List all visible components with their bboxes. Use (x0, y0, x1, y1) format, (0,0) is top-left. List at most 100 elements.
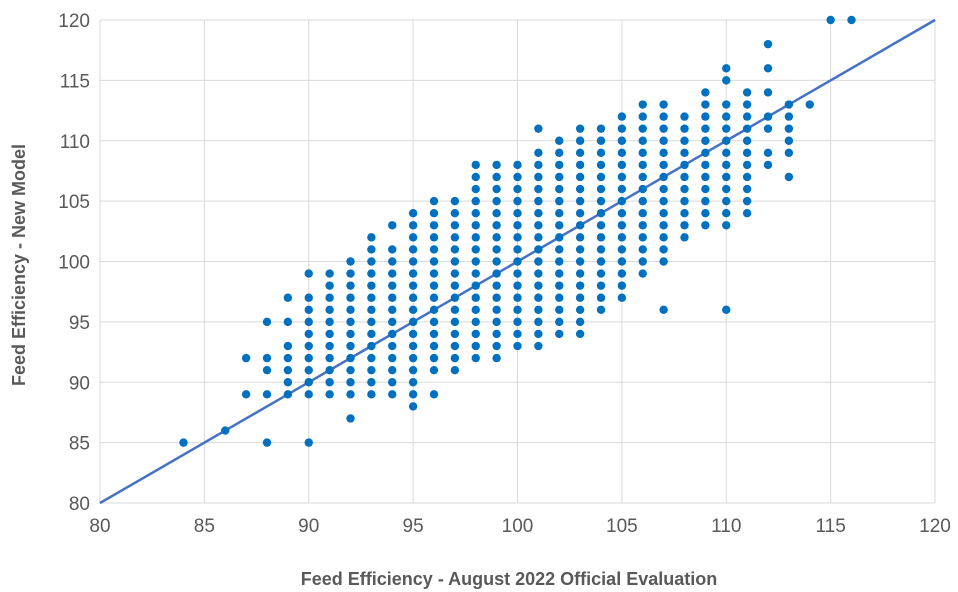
data-point (534, 209, 543, 218)
x-axis-ticks: 80 85 90 95 100 105 110 115 120 (89, 516, 950, 537)
data-point (429, 245, 439, 254)
data-point (450, 365, 460, 375)
data-point (262, 438, 272, 447)
data-point (596, 209, 606, 218)
data-point (304, 353, 313, 363)
data-point (346, 269, 355, 278)
data-point (492, 160, 501, 170)
data-point (555, 257, 564, 266)
data-point (388, 341, 397, 351)
data-point (429, 293, 439, 302)
data-point (304, 341, 313, 351)
data-point (325, 305, 334, 314)
data-point (388, 281, 397, 290)
data-point (262, 353, 272, 363)
data-point (471, 269, 480, 278)
data-point (408, 365, 418, 375)
data-point (555, 305, 564, 314)
data-point (847, 15, 856, 25)
data-point (450, 209, 460, 218)
data-point (555, 196, 564, 206)
data-point (763, 39, 773, 49)
data-point (471, 245, 480, 254)
data-point (534, 148, 543, 158)
data-point (429, 269, 439, 278)
data-point (680, 209, 689, 218)
data-point (367, 390, 376, 399)
data-point (659, 245, 668, 254)
data-point (492, 317, 501, 327)
data-point (826, 15, 835, 25)
data-point (617, 269, 627, 278)
data-point (575, 233, 585, 242)
data-point (701, 88, 710, 97)
data-point (450, 353, 460, 363)
data-point (742, 172, 752, 182)
data-point (575, 317, 585, 327)
data-point (534, 269, 543, 278)
data-point (471, 233, 480, 242)
data-point (680, 112, 689, 121)
data-point (283, 341, 293, 351)
data-point (241, 353, 251, 363)
data-point (617, 257, 627, 266)
data-point (638, 124, 647, 133)
data-point (450, 269, 460, 278)
data-point (513, 160, 522, 170)
data-point (722, 64, 731, 73)
data-point (659, 196, 668, 206)
y-tick-label: 100 (58, 253, 90, 274)
data-point (659, 221, 668, 230)
x-tick-label: 120 (919, 516, 951, 537)
x-axis-title: Feed Efficiency - August 2022 Official E… (301, 569, 717, 589)
data-point (367, 353, 376, 363)
data-point (596, 245, 606, 254)
data-point (555, 281, 564, 290)
data-point (617, 293, 627, 302)
data-point (492, 221, 501, 230)
data-point (596, 305, 606, 314)
data-point (680, 233, 689, 242)
data-point (596, 124, 606, 133)
data-point (617, 209, 627, 218)
data-point (617, 184, 627, 194)
data-point (325, 329, 334, 339)
data-point (367, 293, 376, 302)
data-point (617, 172, 627, 182)
data-point (575, 281, 585, 290)
data-point (304, 329, 313, 339)
data-point (513, 196, 522, 206)
data-point (513, 281, 522, 290)
data-point (742, 196, 752, 206)
data-point (575, 257, 585, 266)
data-point (408, 209, 418, 218)
data-point (325, 365, 334, 375)
data-point (555, 184, 564, 194)
y-tick-label: 105 (58, 192, 90, 213)
data-point (784, 112, 794, 121)
data-point (388, 317, 397, 327)
data-point (722, 148, 731, 158)
data-point (492, 196, 501, 206)
data-point (471, 281, 480, 290)
data-point (408, 353, 418, 363)
data-point (283, 365, 293, 375)
data-point (492, 269, 501, 278)
data-point (575, 124, 585, 133)
data-point (742, 148, 752, 158)
data-point (492, 353, 501, 363)
data-point (575, 329, 585, 339)
data-point (534, 293, 543, 302)
data-point (429, 196, 439, 206)
data-point (304, 365, 313, 375)
x-tick-label: 95 (403, 516, 424, 537)
data-point (638, 245, 647, 254)
data-point (575, 172, 585, 182)
data-point (659, 100, 668, 109)
data-point (429, 281, 439, 290)
data-point (596, 233, 606, 242)
data-point (659, 112, 668, 121)
data-point (346, 414, 355, 423)
data-point (659, 160, 668, 170)
data-point (325, 378, 334, 387)
